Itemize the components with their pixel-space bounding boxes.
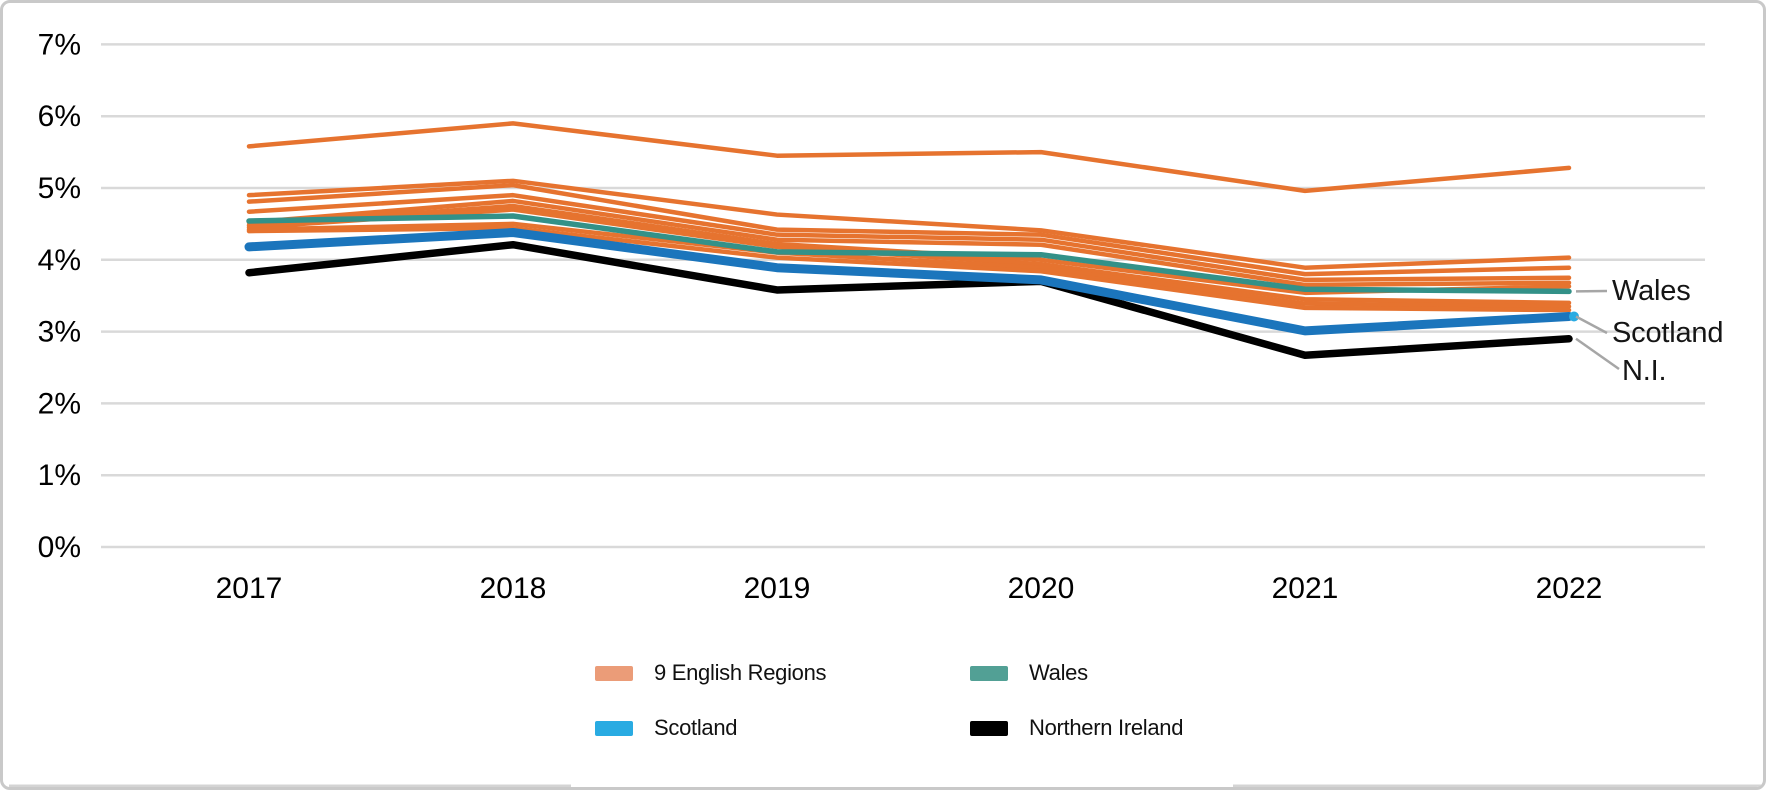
y-tick-label-7%: 7% <box>38 28 81 61</box>
x-tick-label-2021: 2021 <box>1272 572 1339 605</box>
series-line-wales <box>246 213 1572 295</box>
annotation-wales: Wales <box>1612 275 1691 307</box>
y-tick-label-0%: 0% <box>38 531 81 564</box>
x-tick-label-2022: 2022 <box>1536 572 1603 605</box>
y-tick-label-2%: 2% <box>38 387 81 420</box>
y-tick-label-5%: 5% <box>38 172 81 205</box>
annotation-ni: N.I. <box>1622 355 1667 387</box>
annotation-scotland: Scotland <box>1612 317 1724 349</box>
y-tick-label-6%: 6% <box>38 100 81 133</box>
line-chart: 0% 1% 2% 3% 4% 5% 6% 7% 2017 2018 2019 2020 2021 2022 <box>9 28 1763 787</box>
leader-line-scotland <box>1575 315 1608 335</box>
leader-line-ni <box>1575 337 1620 371</box>
y-tick-label-3%: 3% <box>38 316 81 349</box>
x-tick-label-2019: 2019 <box>744 572 811 605</box>
series-line-english-region-4 <box>246 192 1572 283</box>
x-tick-label-2017: 2017 <box>216 572 283 605</box>
y-tick-label-4%: 4% <box>38 244 81 277</box>
series-line-english-region-8 <box>246 221 1572 309</box>
series-line-english-region-1 <box>246 121 1572 194</box>
scotland-endpoint-dot <box>1569 311 1579 322</box>
x-tick-label-2018: 2018 <box>480 572 547 605</box>
series-line-english-region-3 <box>246 182 1572 277</box>
y-tick-label-1%: 1% <box>38 459 81 492</box>
series-line-english-region-2 <box>246 178 1572 270</box>
series-line-english-region-5 <box>246 198 1572 288</box>
series-line-northern-ireland <box>245 240 1573 360</box>
series-line-scotland <box>244 228 1574 336</box>
x-tick-label-2020: 2020 <box>1008 572 1075 605</box>
series-line-english-region-9 <box>246 225 1572 313</box>
